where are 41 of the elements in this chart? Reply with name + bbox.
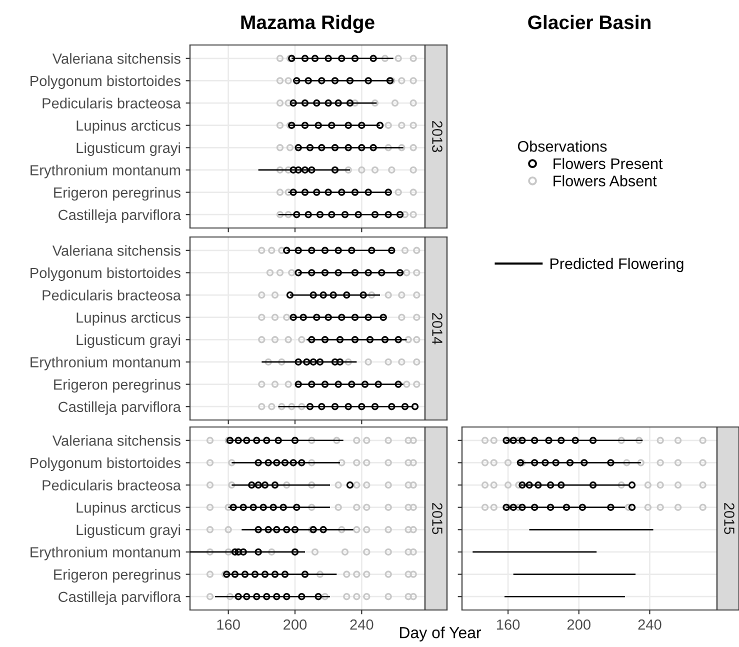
y-tick-label: Ligusticum grayi [76, 524, 180, 538]
x-axis-title: Day of Year [400, 626, 482, 642]
text: 2014 [432, 313, 442, 344]
y-tick-label: Erigeron peregrinus [54, 379, 180, 393]
y-tick-label: Valeriana sitchensis [52, 245, 180, 256]
legend-label: Predicted Flowering [550, 258, 684, 272]
y-tick-label: Valeriana sitchensis [52, 53, 180, 64]
x-tick-label: 200 [284, 619, 307, 630]
text: 2015 [724, 503, 734, 534]
text: 2015 [432, 503, 442, 534]
y-tick-label: Erythronium montanum [30, 546, 180, 560]
y-tick-label: Pedicularis bracteosa [42, 290, 181, 300]
chart-title: Glacier Basin [528, 14, 650, 30]
y-tick-label: Polygonum bistortoides [30, 267, 180, 282]
x-tick-label: 160 [217, 619, 240, 630]
legend-title: Observations [518, 140, 607, 152]
text: 2013 [432, 121, 442, 152]
y-tick-label: Erigeron peregrinus [54, 187, 180, 201]
x-tick-label: 200 [567, 619, 590, 630]
y-tick-label: Ligusticum grayi [76, 142, 180, 156]
y-tick-label: Erythronium montanum [30, 356, 180, 370]
legend-label: Flowers Absent [554, 175, 657, 186]
chart-title: Mazama Ridge [241, 14, 374, 34]
y-tick-label: Polygonum bistortoides [30, 457, 180, 472]
y-tick-label: Lupinus arcticus [76, 120, 180, 134]
y-tick-label: Pedicularis bracteosa [42, 98, 181, 108]
x-tick-label: 240 [350, 619, 374, 630]
y-tick-label: Valeriana sitchensis [52, 435, 180, 446]
x-tick-label: 160 [496, 619, 520, 630]
x-tick-label: 240 [638, 619, 662, 630]
y-tick-label: Ligusticum grayi [76, 334, 180, 348]
y-tick-label: Lupinus arcticus [76, 312, 180, 326]
legend-label: Flowers Present [554, 158, 663, 170]
y-tick-label: Lupinus arcticus [76, 502, 180, 516]
y-tick-label: Erigeron peregrinus [54, 569, 180, 583]
y-tick-label: Polygonum bistortoides [30, 75, 180, 90]
y-tick-label: Pedicularis bracteosa [42, 480, 181, 490]
y-tick-label: Erythronium montanum [30, 164, 180, 178]
y-tick-label: Castilleja parviflora [58, 591, 181, 605]
y-tick-label: Castilleja parviflora [58, 209, 181, 223]
y-tick-label: Castilleja parviflora [58, 401, 181, 415]
